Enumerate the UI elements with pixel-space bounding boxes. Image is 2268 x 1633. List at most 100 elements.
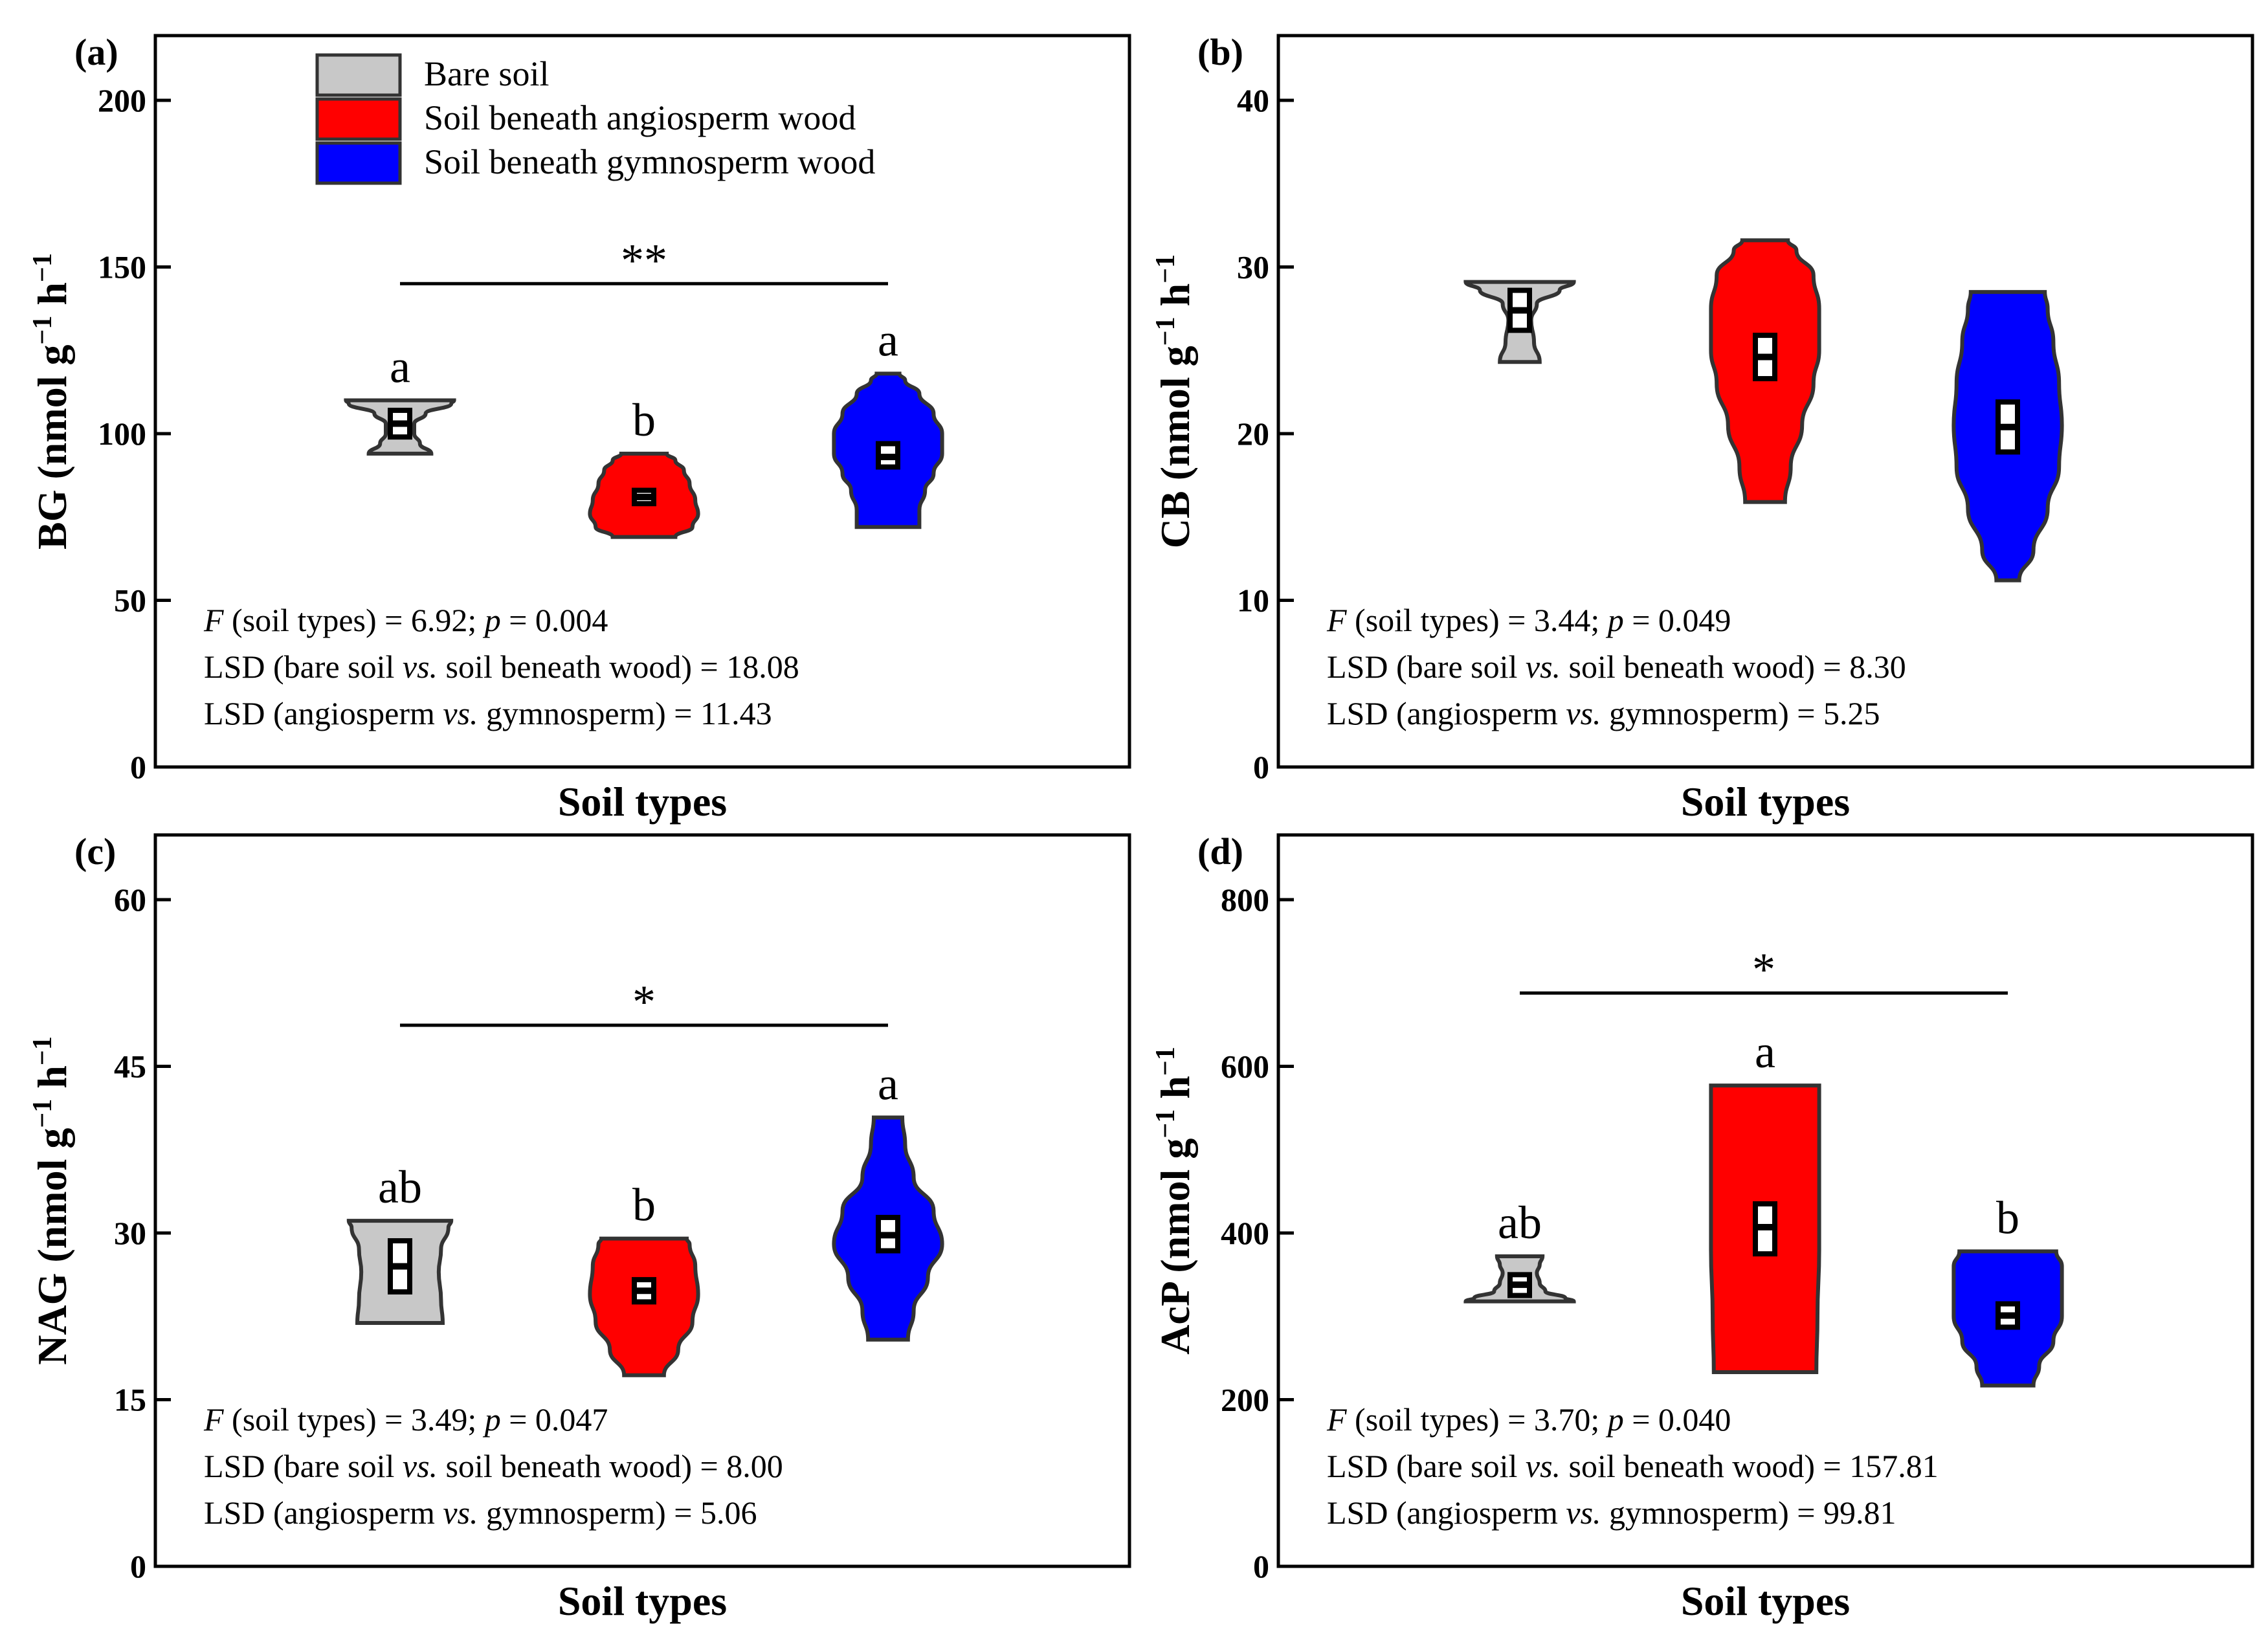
legend-label: Bare soil	[424, 54, 549, 93]
significance-letter: ab	[378, 1161, 422, 1213]
panel-label: (d)	[1197, 830, 1243, 872]
significance-stars: *	[632, 976, 656, 1028]
stat-text: LSD (bare soil	[204, 649, 403, 685]
y-tick-label: 45	[114, 1049, 146, 1085]
stat-italic: vs.	[443, 1494, 478, 1531]
plot-frame	[153, 34, 1131, 769]
legend-swatch	[315, 141, 402, 185]
stat-line: LSD (angiosperm vs. gymnosperm) = 11.43	[204, 695, 772, 731]
stat-text: soil beneath wood) = 157.81	[1561, 1448, 1939, 1484]
y-axis-label: AcP (nmol g−1 h−1	[1151, 1047, 1198, 1355]
stat-text: (soil types) = 3.70;	[1347, 1401, 1608, 1438]
y-axis-label: NAG (nmol g−1 h−1	[28, 1036, 75, 1365]
stat-italic: vs.	[1566, 1494, 1601, 1531]
panel-label: (a)	[74, 31, 118, 73]
y-axis-label-superscript: −1	[1151, 1047, 1181, 1076]
x-axis-label: Soil types	[558, 1578, 727, 1624]
y-tick-label: 30	[1237, 249, 1269, 285]
stat-line: LSD (angiosperm vs. gymnosperm) = 5.25	[1327, 695, 1880, 731]
stat-text: = 0.049	[1624, 602, 1731, 638]
y-axis-label-main: AcP (nmol g	[1152, 1139, 1198, 1355]
y-axis-label-main: BG (nmol g	[29, 345, 75, 550]
stat-line: F (soil types) = 3.49; p = 0.047	[203, 1401, 608, 1438]
stat-italic: vs.	[1526, 649, 1561, 685]
y-tick-label: 200	[1221, 1382, 1269, 1418]
stat-italic: F	[1326, 602, 1347, 638]
y-tick-label: 30	[114, 1215, 146, 1251]
y-axis-label-superscript: −1	[28, 1099, 58, 1128]
y-axis-label: CB (nmol g−1 h−1	[1151, 254, 1198, 548]
stat-text: (soil types) = 6.92;	[224, 602, 485, 638]
stat-text: gymnosperm) = 11.43	[478, 695, 772, 731]
stat-italic: vs.	[443, 695, 478, 731]
significance-letter: a	[878, 1058, 898, 1109]
significance-letter: a	[878, 314, 898, 366]
significance-stars: *	[1752, 944, 1775, 995]
y-tick-label: 0	[130, 1548, 146, 1584]
stat-text: = 0.047	[501, 1401, 608, 1438]
plot-frame	[1276, 833, 2254, 1568]
y-tick-label: 0	[1253, 749, 1269, 785]
stat-text: = 0.004	[501, 602, 608, 638]
stat-italic: vs.	[1566, 695, 1601, 731]
legend-swatch	[315, 97, 402, 141]
stat-line: F (soil types) = 3.70; p = 0.040	[1326, 1401, 1731, 1438]
significance-letter: b	[1996, 1192, 2019, 1243]
y-tick-label: 600	[1221, 1049, 1269, 1085]
y-axis-label-superscript: −1	[28, 1036, 58, 1065]
plot-frame	[153, 833, 1131, 1568]
stat-italic: vs.	[1526, 1448, 1561, 1484]
stat-italic: vs.	[403, 1448, 438, 1484]
stat-italic: p	[1606, 602, 1624, 638]
stat-text: (soil types) = 3.44;	[1347, 602, 1608, 638]
significance-letter: a	[1755, 1026, 1775, 1078]
stat-line: LSD (bare soil vs. soil beneath wood) = …	[204, 649, 799, 685]
y-tick-label: 0	[130, 749, 146, 785]
y-tick-label: 400	[1221, 1215, 1269, 1251]
y-axis-label-main: CB (nmol g	[1152, 346, 1198, 548]
y-axis-label-superscript: −1	[1151, 254, 1181, 283]
y-axis-label-mid: h	[1152, 1076, 1198, 1109]
stat-text: LSD (bare soil	[1327, 1448, 1526, 1484]
y-tick-label: 10	[1237, 583, 1269, 619]
stat-line: LSD (bare soil vs. soil beneath wood) = …	[1327, 1448, 1939, 1484]
y-tick-label: 15	[114, 1382, 146, 1418]
y-axis-label-mid: h	[29, 1065, 75, 1099]
stat-text: gymnosperm) = 5.06	[478, 1494, 757, 1531]
stat-text: = 0.040	[1624, 1401, 1731, 1438]
y-tick-label: 0	[1253, 1548, 1269, 1584]
significance-letter: b	[632, 394, 656, 446]
significance-stars: **	[621, 234, 667, 286]
panel-label: (c)	[74, 830, 116, 872]
y-tick-label: 150	[98, 249, 146, 285]
stat-line: F (soil types) = 6.92; p = 0.004	[203, 602, 608, 638]
stat-italic: F	[203, 602, 224, 638]
stat-italic: F	[1326, 1401, 1347, 1438]
y-axis-label: BG (nmol g−1 h−1	[28, 253, 75, 550]
significance-letter: b	[632, 1179, 656, 1231]
legend: Bare soil Soil beneath angiosperm wood Soi…	[315, 53, 875, 185]
stat-text: soil beneath wood) = 8.30	[1561, 649, 1906, 685]
stat-italic: p	[483, 602, 501, 638]
stat-text: gymnosperm) = 5.25	[1601, 695, 1880, 731]
x-axis-label: Soil types	[558, 779, 727, 825]
significance-letter: ab	[1498, 1197, 1542, 1249]
legend-label: Soil beneath gymnosperm wood	[424, 142, 875, 181]
stat-line: LSD (angiosperm vs. gymnosperm) = 5.06	[204, 1494, 757, 1531]
stat-text: LSD (angiosperm	[1327, 695, 1566, 731]
stat-text: LSD (angiosperm	[204, 695, 443, 731]
stat-italic: vs.	[403, 649, 438, 685]
plot-frame	[1276, 34, 2254, 769]
y-tick-label: 800	[1221, 882, 1269, 918]
y-tick-label: 100	[98, 416, 146, 452]
significance-letter: a	[390, 341, 410, 393]
stat-text: gymnosperm) = 99.81	[1601, 1494, 1896, 1531]
x-axis-label: Soil types	[1681, 779, 1850, 825]
y-tick-label: 50	[114, 583, 146, 619]
y-axis-label-superscript: −1	[28, 316, 58, 345]
violin-1	[588, 1236, 700, 1377]
y-axis-label-main: NAG (nmol g	[29, 1128, 75, 1365]
